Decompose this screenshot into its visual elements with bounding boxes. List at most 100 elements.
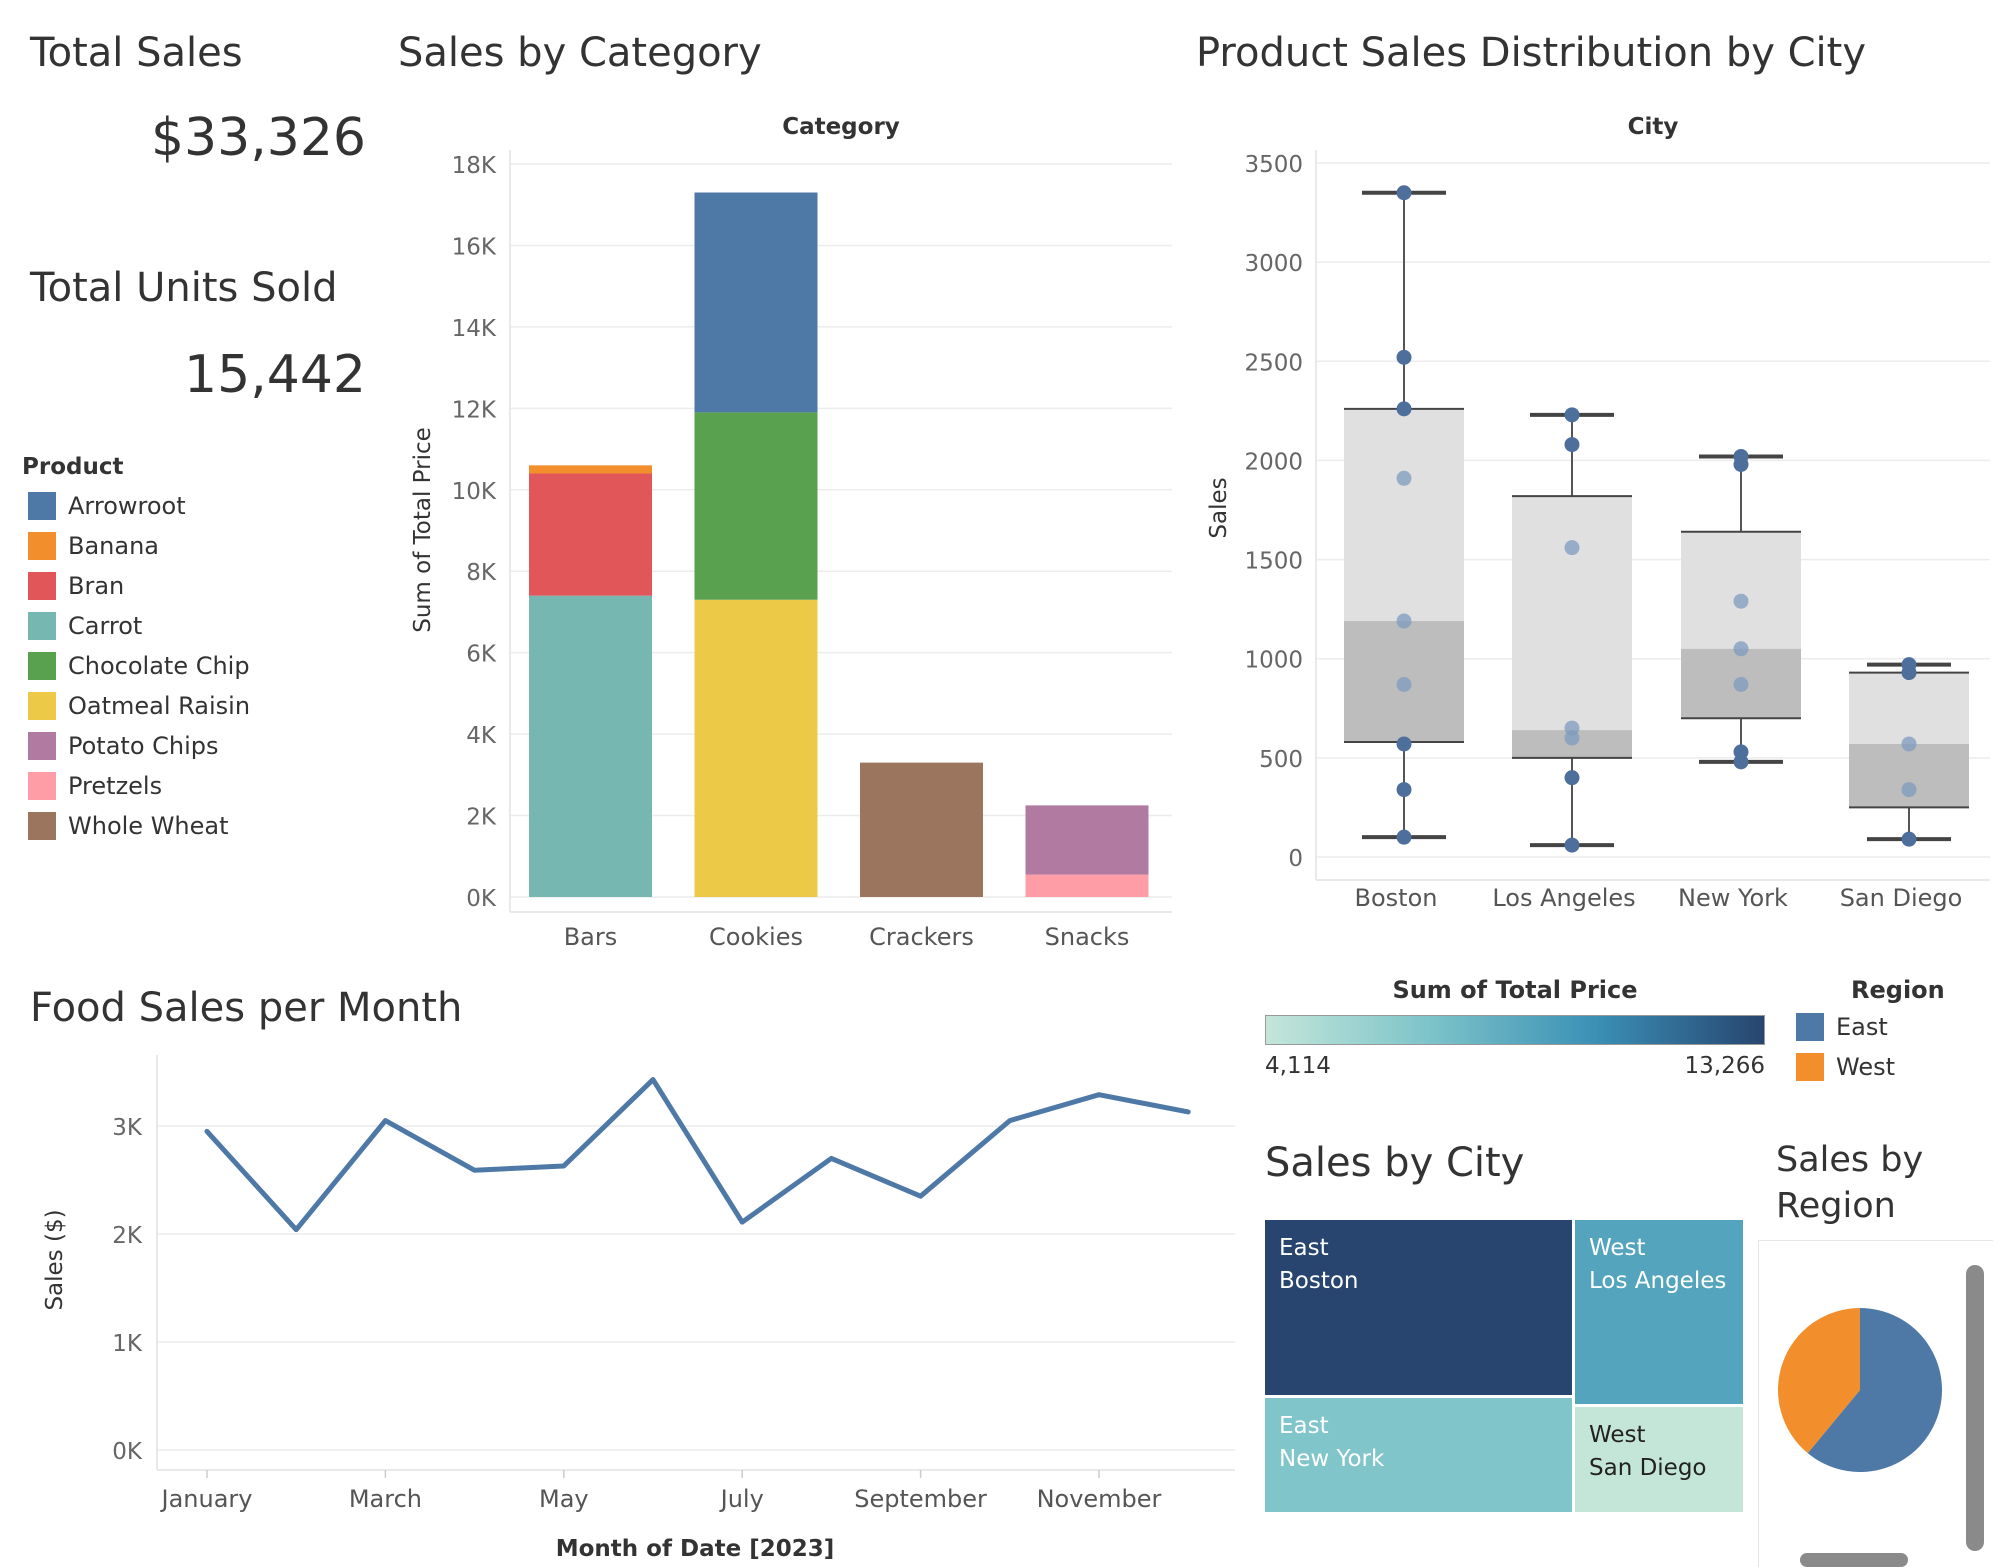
product-legend: Arrowroot Banana Bran Carrot Chocolate Chip O…	[28, 486, 250, 846]
bar-segment-potato-chips	[1025, 805, 1149, 875]
region-legend: East West	[1796, 1007, 1895, 1087]
sales-point	[1564, 837, 1580, 853]
y-tick-label: 8K	[466, 560, 497, 586]
treemap-legend-min: 4,114	[1265, 1053, 1331, 1079]
total-units-title: Total Units Sold	[30, 265, 338, 311]
box-upper	[1344, 408, 1464, 622]
treemap-cell-san-diego[interactable]: West San Diego	[1575, 1407, 1743, 1512]
region-legend-item[interactable]: West	[1796, 1047, 1895, 1087]
treemap-cell-new-york[interactable]: East New York	[1265, 1398, 1572, 1512]
box-upper	[1849, 672, 1969, 744]
bar-segment-whole-wheat	[860, 762, 983, 897]
treemap-region-label: East	[1279, 1413, 1329, 1439]
product-legend-title: Product	[22, 454, 124, 480]
treemap-cell-los-angeles[interactable]: West Los Angeles	[1575, 1220, 1743, 1404]
category-header: Category	[782, 114, 900, 140]
city-treemap: East Boston West Los Angeles East New York Wes…	[1265, 1220, 1743, 1512]
product-legend-item[interactable]: Banana	[28, 526, 250, 566]
product-legend-item[interactable]: Chocolate Chip	[28, 646, 250, 686]
sales-point	[1396, 829, 1412, 845]
treemap-city-label: New York	[1279, 1446, 1385, 1472]
y-tick-label: 3500	[1244, 152, 1303, 178]
pie-slice-east	[1807, 1308, 1942, 1472]
sales-point	[1396, 676, 1412, 692]
legend-swatch	[28, 652, 56, 680]
sales-point	[1396, 349, 1412, 365]
y-axis-title: Sales ($)	[42, 1209, 68, 1310]
category-chart-title: Sales by Category	[398, 30, 762, 76]
pie-title: Sales by Region	[1776, 1137, 1923, 1229]
sales-line	[204, 1077, 1191, 1233]
pie-slice-west	[1778, 1308, 1860, 1454]
x-tick-label: March	[349, 1485, 422, 1513]
legend-label: West	[1836, 1053, 1896, 1081]
legend-swatch	[28, 572, 56, 600]
legend-label: Potato Chips	[68, 732, 219, 760]
legend-swatch	[28, 692, 56, 720]
treemap-legend-max: 13,266	[1684, 1053, 1765, 1079]
product-legend-item[interactable]: Oatmeal Raisin	[28, 686, 250, 726]
x-tick-label: Cookies	[709, 923, 803, 951]
region-legend-title: Region	[1851, 976, 1945, 1004]
region-legend-item[interactable]: East	[1796, 1007, 1895, 1047]
legend-swatch	[28, 732, 56, 760]
y-tick-label: 500	[1259, 747, 1303, 773]
pie-title-line2: Region	[1776, 1186, 1896, 1226]
y-tick-label: 2K	[466, 805, 497, 831]
x-tick-label: January	[160, 1485, 253, 1513]
total-sales-title: Total Sales	[30, 30, 243, 76]
x-tick-label: Crackers	[869, 923, 974, 951]
sales-point	[1733, 456, 1749, 472]
treemap-legend-title: Sum of Total Price	[1392, 976, 1638, 1004]
treemap-city-label: Los Angeles	[1589, 1268, 1727, 1294]
x-tick-label: Snacks	[1045, 923, 1130, 951]
y-tick-label: 0	[1288, 846, 1303, 872]
x-tick-label: May	[539, 1485, 589, 1513]
legend-swatch	[28, 532, 56, 560]
box-lower	[1849, 743, 1969, 808]
treemap-city-label: Boston	[1279, 1268, 1359, 1294]
product-legend-item[interactable]: Potato Chips	[28, 726, 250, 766]
sales-point	[1564, 437, 1580, 453]
y-tick-label: 3K	[112, 1115, 143, 1141]
product-legend-item[interactable]: Arrowroot	[28, 486, 250, 526]
sales-point	[1396, 185, 1412, 201]
bar-segment-chocolate-chip	[694, 412, 818, 600]
sales-point	[1396, 401, 1412, 417]
treemap-city-label: San Diego	[1589, 1455, 1707, 1481]
legend-label: Pretzels	[68, 772, 163, 800]
x-tick-label: Boston	[1355, 884, 1438, 912]
y-tick-label: 1500	[1244, 549, 1303, 575]
legend-label: Carrot	[68, 612, 143, 640]
product-legend-item[interactable]: Bran	[28, 566, 250, 606]
legend-swatch	[28, 772, 56, 800]
y-tick-label: 6K	[466, 642, 497, 668]
treemap-region-label: West	[1589, 1422, 1646, 1448]
y-tick-label: 14K	[452, 316, 497, 342]
treemap-region-label: West	[1589, 1235, 1646, 1261]
bar-segment-bran	[529, 473, 652, 596]
legend-label: Banana	[68, 532, 160, 560]
vertical-scrollbar[interactable]	[1966, 1265, 1984, 1551]
y-tick-label: 3000	[1244, 251, 1303, 277]
y-tick-label: 1K	[112, 1331, 143, 1357]
y-tick-label: 12K	[452, 397, 497, 423]
region-pie-chart	[1778, 1308, 1942, 1472]
product-legend-item[interactable]: Pretzels	[28, 766, 250, 806]
horizontal-scrollbar[interactable]	[1800, 1553, 1908, 1567]
product-legend-item[interactable]: Whole Wheat	[28, 806, 250, 846]
bar-segment-pretzels	[1025, 874, 1149, 897]
treemap-cell-boston[interactable]: East Boston	[1265, 1220, 1572, 1395]
pie-title-line1: Sales by	[1776, 1140, 1924, 1180]
y-tick-label: 2K	[112, 1223, 143, 1249]
total-units-value: 15,442	[184, 345, 366, 405]
boxplot-chart-title: Product Sales Distribution by City	[1196, 30, 1867, 76]
legend-label: East	[1836, 1013, 1888, 1041]
sales-point	[1733, 676, 1749, 692]
sales-point	[1564, 540, 1580, 556]
x-axis-title: Month of Date [2023]	[556, 1536, 835, 1562]
x-tick-label: Los Angeles	[1492, 884, 1635, 912]
product-legend-item[interactable]: Carrot	[28, 606, 250, 646]
total-sales-value: $33,326	[150, 108, 366, 168]
legend-swatch	[1796, 1013, 1824, 1041]
